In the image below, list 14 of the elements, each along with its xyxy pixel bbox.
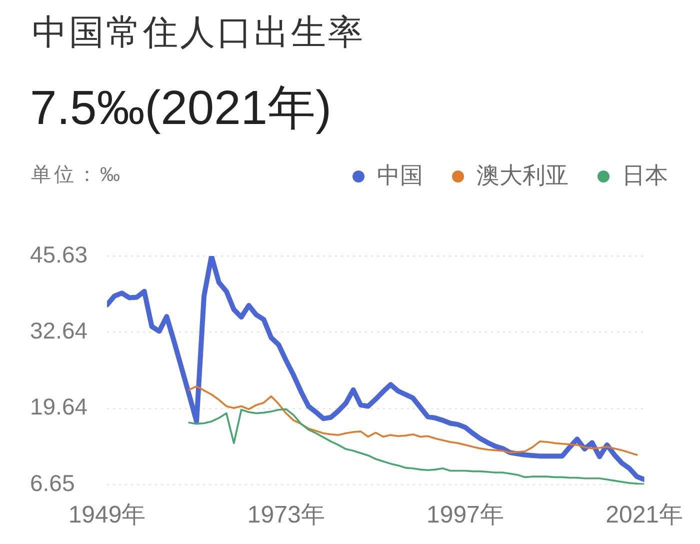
x-tick-label: 1997年 <box>426 502 504 529</box>
x-tick-label: 1973年 <box>247 502 325 529</box>
x-tick-label: 1949年 <box>68 502 146 529</box>
chart-subtitle: 7.5‰(2021年) <box>30 82 332 135</box>
legend-label: 中国 <box>377 162 423 188</box>
x-tick-label: 2021年 <box>606 502 683 529</box>
legend-label: 日本 <box>622 162 668 188</box>
y-tick-label: 45.63 <box>30 241 88 268</box>
y-tick-label: 6.65 <box>30 470 75 496</box>
chart-title: 中国常住人口出生率 <box>32 13 365 52</box>
y-tick-label: 19.64 <box>30 394 88 420</box>
y-tick-label: 32.64 <box>30 317 88 344</box>
legend-label: 澳大利亚 <box>476 162 568 188</box>
y-axis-title: 单位：‰ <box>31 163 123 187</box>
